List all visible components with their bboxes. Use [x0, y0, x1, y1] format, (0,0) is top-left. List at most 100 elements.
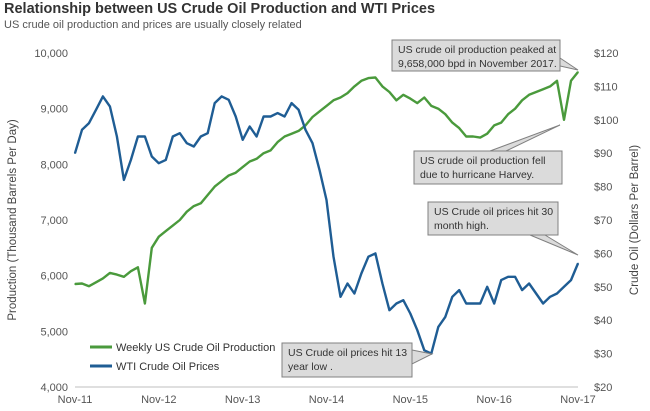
data-point: [486, 132, 489, 135]
data-point: [241, 139, 244, 141]
data-point: [521, 289, 523, 291]
data-point: [325, 199, 328, 201]
data-point: [186, 142, 188, 144]
data-point: [311, 142, 314, 144]
data-point: [360, 80, 363, 82]
data-point: [521, 99, 523, 102]
data-point: [535, 292, 537, 295]
data-point: [451, 121, 454, 124]
data-point: [241, 166, 244, 168]
annotation-text: US crude oil production peaked at: [398, 44, 556, 56]
data-point: [151, 247, 153, 249]
x-tick-label: Nov-12: [141, 394, 176, 406]
data-point: [206, 194, 209, 196]
data-point: [109, 105, 111, 108]
data-point: [318, 169, 321, 171]
annotation-text: year low .: [288, 361, 333, 373]
data-point: [507, 276, 509, 278]
data-point: [542, 88, 544, 90]
data-point: [339, 96, 342, 99]
annotation-text: due to hurricane Harvey.: [420, 169, 534, 181]
data-point: [262, 115, 265, 118]
data-point: [255, 135, 258, 138]
annotation-callout: US crude oil production peaked at 9,658,0…: [391, 39, 579, 72]
data-point: [374, 252, 377, 255]
data-point: [220, 95, 223, 98]
annotation-text: month high.: [434, 220, 489, 232]
data-point: [193, 145, 195, 148]
data-point: [500, 279, 503, 281]
data-point: [465, 135, 468, 138]
data-point: [165, 230, 167, 232]
y-right-tick-label: $40: [594, 315, 612, 327]
annotation-callout: US Crude oil prices hit 30 month high.: [427, 201, 579, 256]
data-point: [74, 283, 76, 285]
data-point: [262, 152, 265, 154]
data-point: [472, 135, 475, 138]
data-point: [388, 309, 391, 312]
data-point: [556, 292, 558, 295]
data-point: [206, 132, 209, 134]
data-point: [269, 149, 272, 152]
y-right-tick-label: $100: [594, 115, 618, 127]
data-point: [269, 115, 272, 118]
data-point: [172, 135, 174, 138]
data-point: [577, 71, 579, 73]
data-point: [158, 235, 160, 238]
data-point: [130, 159, 132, 161]
data-point: [88, 122, 90, 124]
y-right-axis-label: Crude Oil (Dollars Per Barrel): [629, 145, 641, 295]
data-point: [325, 105, 328, 107]
x-tick-label: Nov-14: [309, 394, 344, 406]
y-left-tick-label: 4,000: [40, 382, 68, 394]
data-point: [437, 326, 440, 328]
y-left-axis-label: Production (Thousand Barrels Per Day): [7, 119, 19, 321]
data-point: [255, 158, 258, 160]
data-point: [109, 272, 111, 274]
data-point: [137, 135, 139, 138]
annotation-text: US Crude oil prices hit 30: [434, 206, 553, 218]
data-point: [367, 255, 370, 258]
legend-label: Weekly US Crude Oil Production: [116, 342, 275, 354]
y-right-tick-label: $80: [594, 182, 612, 194]
data-point: [528, 94, 530, 96]
chart-title: Relationship between US Crude Oil Produc…: [4, 1, 436, 17]
data-point: [200, 202, 202, 205]
data-point: [151, 155, 153, 158]
y-left-tick-label: 6,000: [40, 271, 68, 283]
annotation-box: [281, 342, 413, 378]
annotation-callout: US crude oil production fell due to hurri…: [413, 124, 563, 185]
data-point: [423, 96, 426, 99]
data-point: [234, 115, 237, 118]
data-point: [304, 129, 307, 131]
data-point: [472, 302, 475, 305]
annotation-pointer: [529, 234, 579, 256]
data-point: [528, 282, 530, 285]
data-point: [220, 180, 223, 182]
data-point: [248, 125, 251, 128]
annotation-callout: US Crude oil prices hit 13 year low .: [281, 342, 434, 378]
data-point: [144, 135, 146, 138]
price-points: [74, 95, 579, 355]
annotation-box: [413, 150, 563, 185]
data-point: [130, 270, 132, 273]
data-point: [172, 224, 174, 227]
data-point: [514, 276, 516, 278]
data-point: [465, 302, 468, 305]
y-left-tick-label: 10,000: [34, 48, 68, 60]
data-point: [144, 302, 146, 305]
data-point: [213, 102, 216, 104]
data-point: [116, 135, 118, 138]
data-point: [570, 80, 572, 82]
data-point: [227, 174, 230, 177]
y-right-tick-label: $70: [594, 215, 612, 227]
data-point: [367, 77, 370, 79]
data-point: [437, 107, 440, 110]
y-right-tick-label: $60: [594, 248, 612, 260]
data-point: [514, 107, 516, 110]
data-point: [193, 205, 195, 207]
data-point: [353, 292, 356, 295]
data-point: [276, 112, 279, 114]
y-right-tick-label: $50: [594, 282, 612, 294]
annotation-pointer: [489, 124, 561, 152]
